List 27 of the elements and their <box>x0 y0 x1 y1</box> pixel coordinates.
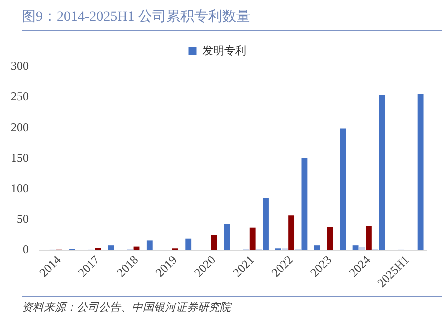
bar <box>352 246 359 250</box>
legend-label: 发明专利 <box>202 44 246 58</box>
bar <box>366 226 372 250</box>
bar <box>340 128 346 250</box>
y-tick-label: 250 <box>11 90 29 104</box>
bar <box>314 246 320 250</box>
bar <box>186 238 192 250</box>
y-tick-label: 150 <box>11 150 29 165</box>
bar <box>146 240 153 250</box>
y-tick-label: 0 <box>23 242 29 257</box>
bar <box>211 235 218 250</box>
bar <box>327 227 334 250</box>
bar <box>288 216 295 250</box>
y-tick-label: 300 <box>11 59 29 74</box>
bar <box>108 246 114 250</box>
bar <box>379 95 386 250</box>
y-tick-label: 100 <box>11 181 29 196</box>
bar <box>302 158 308 250</box>
text: 资料来源：公司公告、中国银河证券研究院 <box>22 296 442 315</box>
chart-title: 图9：2014-2025H1 公司累积专利数量 <box>22 8 442 31</box>
y-tick-label: 50 <box>17 212 29 226</box>
bar <box>418 94 424 250</box>
bar <box>263 198 269 250</box>
bar <box>224 224 230 250</box>
y-tick-label: 200 <box>11 120 29 134</box>
bar <box>250 228 256 250</box>
bar <box>359 247 366 250</box>
